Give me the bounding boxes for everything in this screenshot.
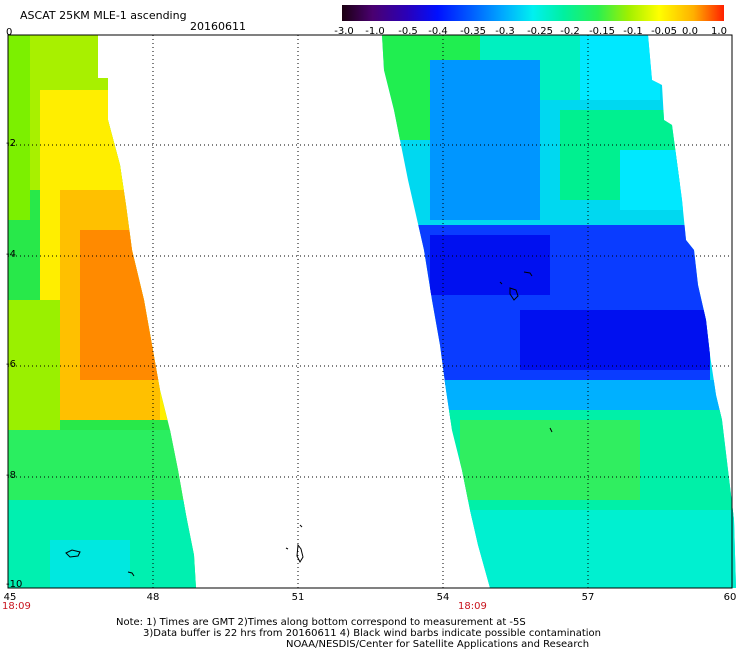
x-tick-label: 54 xyxy=(436,592,450,603)
x-tick-label: 60 xyxy=(723,592,737,603)
colorbar-label: 0.0 xyxy=(682,26,698,37)
y-tick-label: -6 xyxy=(6,359,16,370)
colorbar-label: -0.1 xyxy=(623,26,643,37)
y-tick-label: -4 xyxy=(6,249,16,260)
x-tick-label: 48 xyxy=(146,592,160,603)
colorbar-label: 1.0 xyxy=(711,26,727,37)
y-tick-label: 0 xyxy=(6,27,13,38)
footer-credit: NOAA/NESDIS/Center for Satellite Applica… xyxy=(286,639,590,650)
right-swath xyxy=(382,35,736,588)
colorbar-label: -0.05 xyxy=(651,26,677,37)
coastlines xyxy=(65,271,553,577)
colorbar-label: -1.0 xyxy=(365,26,385,37)
y-tick-label: -8 xyxy=(6,470,16,481)
colorbar-label: -0.2 xyxy=(560,26,580,37)
footer-note-line2: 3)Data buffer is 22 hrs from 20160611 4)… xyxy=(143,628,601,639)
colorbar-label: -0.3 xyxy=(495,26,515,37)
colorbar-label: -0.25 xyxy=(527,26,553,37)
pass-time-left: 18:09 xyxy=(2,601,31,612)
colorbar-label: -3.0 xyxy=(334,26,354,37)
y-tick-label: -10 xyxy=(6,579,23,590)
chart-title: ASCAT 25KM MLE-1 ascending xyxy=(20,9,187,22)
colorbar-label: -0.15 xyxy=(589,26,615,37)
footer-note-line1: Note: 1) Times are GMT 2)Times along bot… xyxy=(116,617,526,628)
colorbar xyxy=(342,5,724,21)
grid xyxy=(8,35,732,588)
plot-frame xyxy=(7,34,733,589)
x-tick-label: 51 xyxy=(291,592,305,603)
x-tick-label: 45 xyxy=(3,592,17,603)
colorbar-label: -0.5 xyxy=(398,26,418,37)
y-tick-label: -2 xyxy=(6,138,16,149)
colorbar-label: -0.35 xyxy=(460,26,486,37)
pass-time-right: 18:09 xyxy=(458,601,487,612)
colorbar-label: -0.4 xyxy=(428,26,448,37)
date-label: 20160611 xyxy=(190,20,246,33)
left-swath xyxy=(8,35,196,588)
x-tick-label: 57 xyxy=(581,592,595,603)
